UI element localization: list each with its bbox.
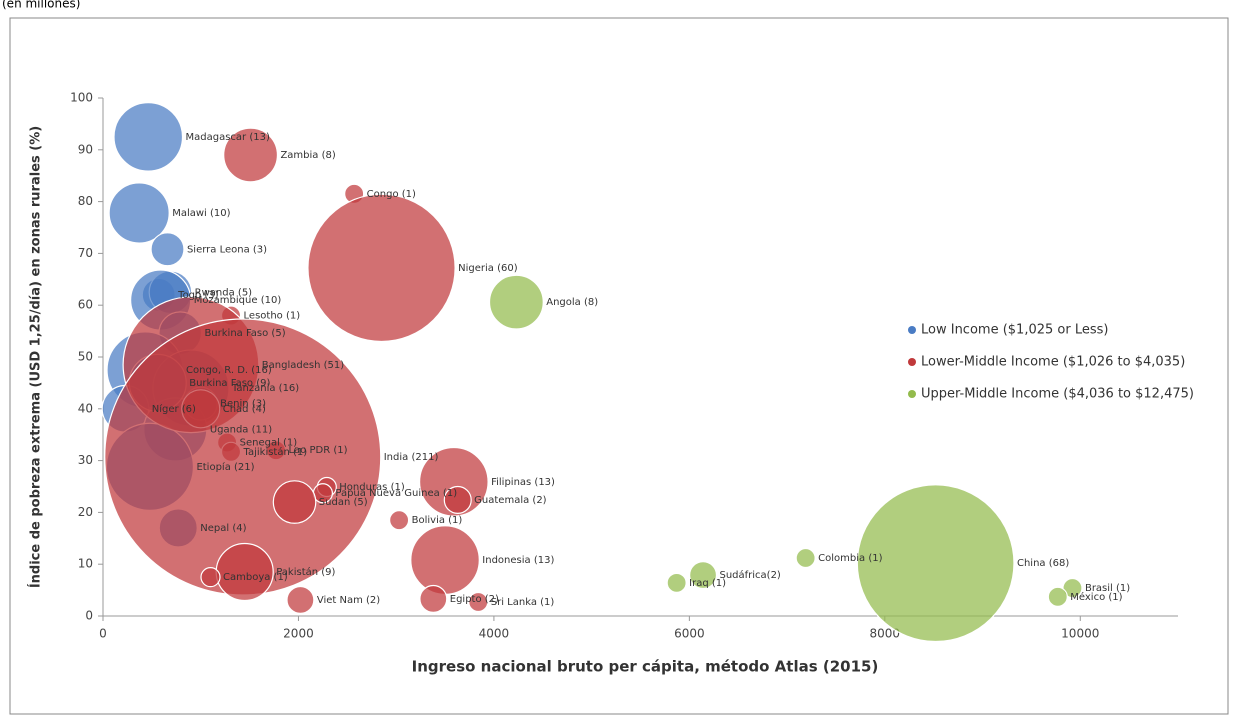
y-tick-label: 80 (78, 194, 93, 208)
x-tick-label: 4000 (479, 627, 510, 641)
legend-label: Low Income ($1,025 or Less) (921, 323, 1108, 338)
bubble (272, 480, 317, 524)
y-tick-label: 0 (85, 609, 93, 623)
bubble-label: Sudáfrica(2) (719, 569, 780, 581)
bubble (307, 193, 456, 343)
y-tick-label: 70 (78, 246, 93, 260)
bubble-label: Brasil (1) (1085, 583, 1130, 594)
bubble (286, 585, 315, 614)
y-tick-label: 10 (78, 557, 93, 571)
y-tick-label: 100 (70, 91, 93, 105)
bubble-label: Mozambique (10) (194, 295, 282, 306)
bubble-label: Sierra Leona (3) (187, 244, 267, 255)
bubble-label: Chad (4) (223, 404, 266, 415)
bubble (468, 591, 489, 613)
bubble-label: Lesotho (1) (244, 311, 301, 322)
bubble-label: Congo (1) (367, 189, 416, 200)
x-tick-label: 0 (99, 627, 107, 641)
bubble (419, 584, 448, 613)
bubble-label: Burkina Faso (9) (189, 378, 270, 389)
bubble-label: India (211) (384, 452, 439, 463)
bubble-label: Sudan (5) (319, 497, 368, 508)
bubble-label: China (68) (1017, 558, 1069, 569)
bubble-label: Guatemala (2) (474, 495, 547, 506)
y-tick-label: 40 (78, 401, 93, 415)
bubble-label: México (1) (1070, 591, 1122, 603)
bubble (1062, 577, 1083, 599)
y-tick-label: 90 (78, 142, 93, 156)
bubble-label: Uganda (11) (210, 425, 272, 436)
y-axis-title: Índice de pobreza extrema (USD 1,25/día)… (28, 126, 44, 588)
bubble (200, 567, 221, 588)
bubble-label: Papua Nueva Guinea (1) (335, 488, 457, 499)
bubble-label: Viet Nam (2) (317, 595, 380, 606)
bubble-label: Togo (3) (177, 290, 218, 301)
bubble-label: Senegal (1) (240, 437, 298, 448)
legend-label: Lower-Middle Income ($1,026 to $4,035) (921, 355, 1185, 370)
subtitle: (en millones) (2, 0, 80, 11)
bubble (443, 485, 472, 515)
bubble-label: Benin (3) (220, 399, 266, 410)
bubble-label: Sri Lanka (1) (491, 597, 555, 608)
bubble-label: Iraq (1) (689, 578, 726, 589)
bubble-label: Tanzania (16) (231, 383, 299, 394)
x-tick-label: 6000 (674, 627, 705, 641)
bubble (666, 572, 687, 593)
bubble-label: Colombia (1) (818, 553, 882, 564)
bubble (410, 525, 480, 595)
bubble (223, 127, 279, 183)
bubble (488, 274, 544, 330)
bubble-label: Zambia (8) (280, 150, 335, 161)
bubble-label: Honduras (1) (339, 482, 405, 493)
bubble-label: Bolivia (1) (412, 515, 463, 526)
bubble-label: Rwanda (5) (195, 287, 253, 298)
bubble (689, 561, 718, 590)
y-tick-label: 60 (78, 298, 93, 312)
legend-marker (908, 390, 916, 398)
bubble-label: Tajikistán (1) (243, 446, 308, 458)
legend-marker (908, 358, 916, 366)
bubble-label: Malawi (10) (172, 208, 230, 219)
x-tick-label: 8000 (870, 627, 901, 641)
bubble-label: Etiopía (21) (196, 461, 254, 473)
bubble-label: Nepal (4) (200, 523, 246, 534)
bubble-label: Camboya (1) (223, 572, 288, 583)
bubble-label: Madagascar (13) (186, 132, 270, 143)
bubble (150, 232, 185, 267)
y-tick-label: 20 (78, 505, 93, 519)
bubble (795, 547, 816, 569)
x-tick-label: 10000 (1061, 627, 1099, 641)
bubble-label: Níger (6) (152, 403, 196, 415)
bubble-label: Pakistán (9) (276, 566, 335, 578)
bubble (856, 484, 1015, 643)
y-tick-label: 30 (78, 453, 93, 467)
bubble (389, 510, 410, 531)
bubble-label: Egipto (2) (450, 594, 499, 605)
bubble-label: Indonesia (13) (482, 555, 554, 566)
x-tick-label: 2000 (283, 627, 314, 641)
bubble-label: Nigeria (60) (458, 263, 518, 274)
bubble (108, 182, 170, 244)
bubble-label: Filipinas (13) (491, 477, 555, 488)
bubble-label: Congo, R. D. (16) (186, 365, 272, 376)
bubble-label: Burkina Faso (5) (204, 328, 285, 339)
bubble-label: Lao PDR (1) (288, 445, 347, 456)
bubble (113, 101, 184, 172)
bubble (1047, 586, 1068, 607)
y-tick-label: 50 (78, 350, 93, 364)
bubble-label: Angola (8) (546, 297, 598, 308)
bubble-label: Bangladesh (51) (262, 360, 344, 371)
x-axis-title: Ingreso nacional bruto per cápita, métod… (412, 658, 879, 676)
legend-label: Upper-Middle Income ($4,036 to $12,475) (921, 387, 1194, 402)
legend-marker (908, 326, 916, 334)
